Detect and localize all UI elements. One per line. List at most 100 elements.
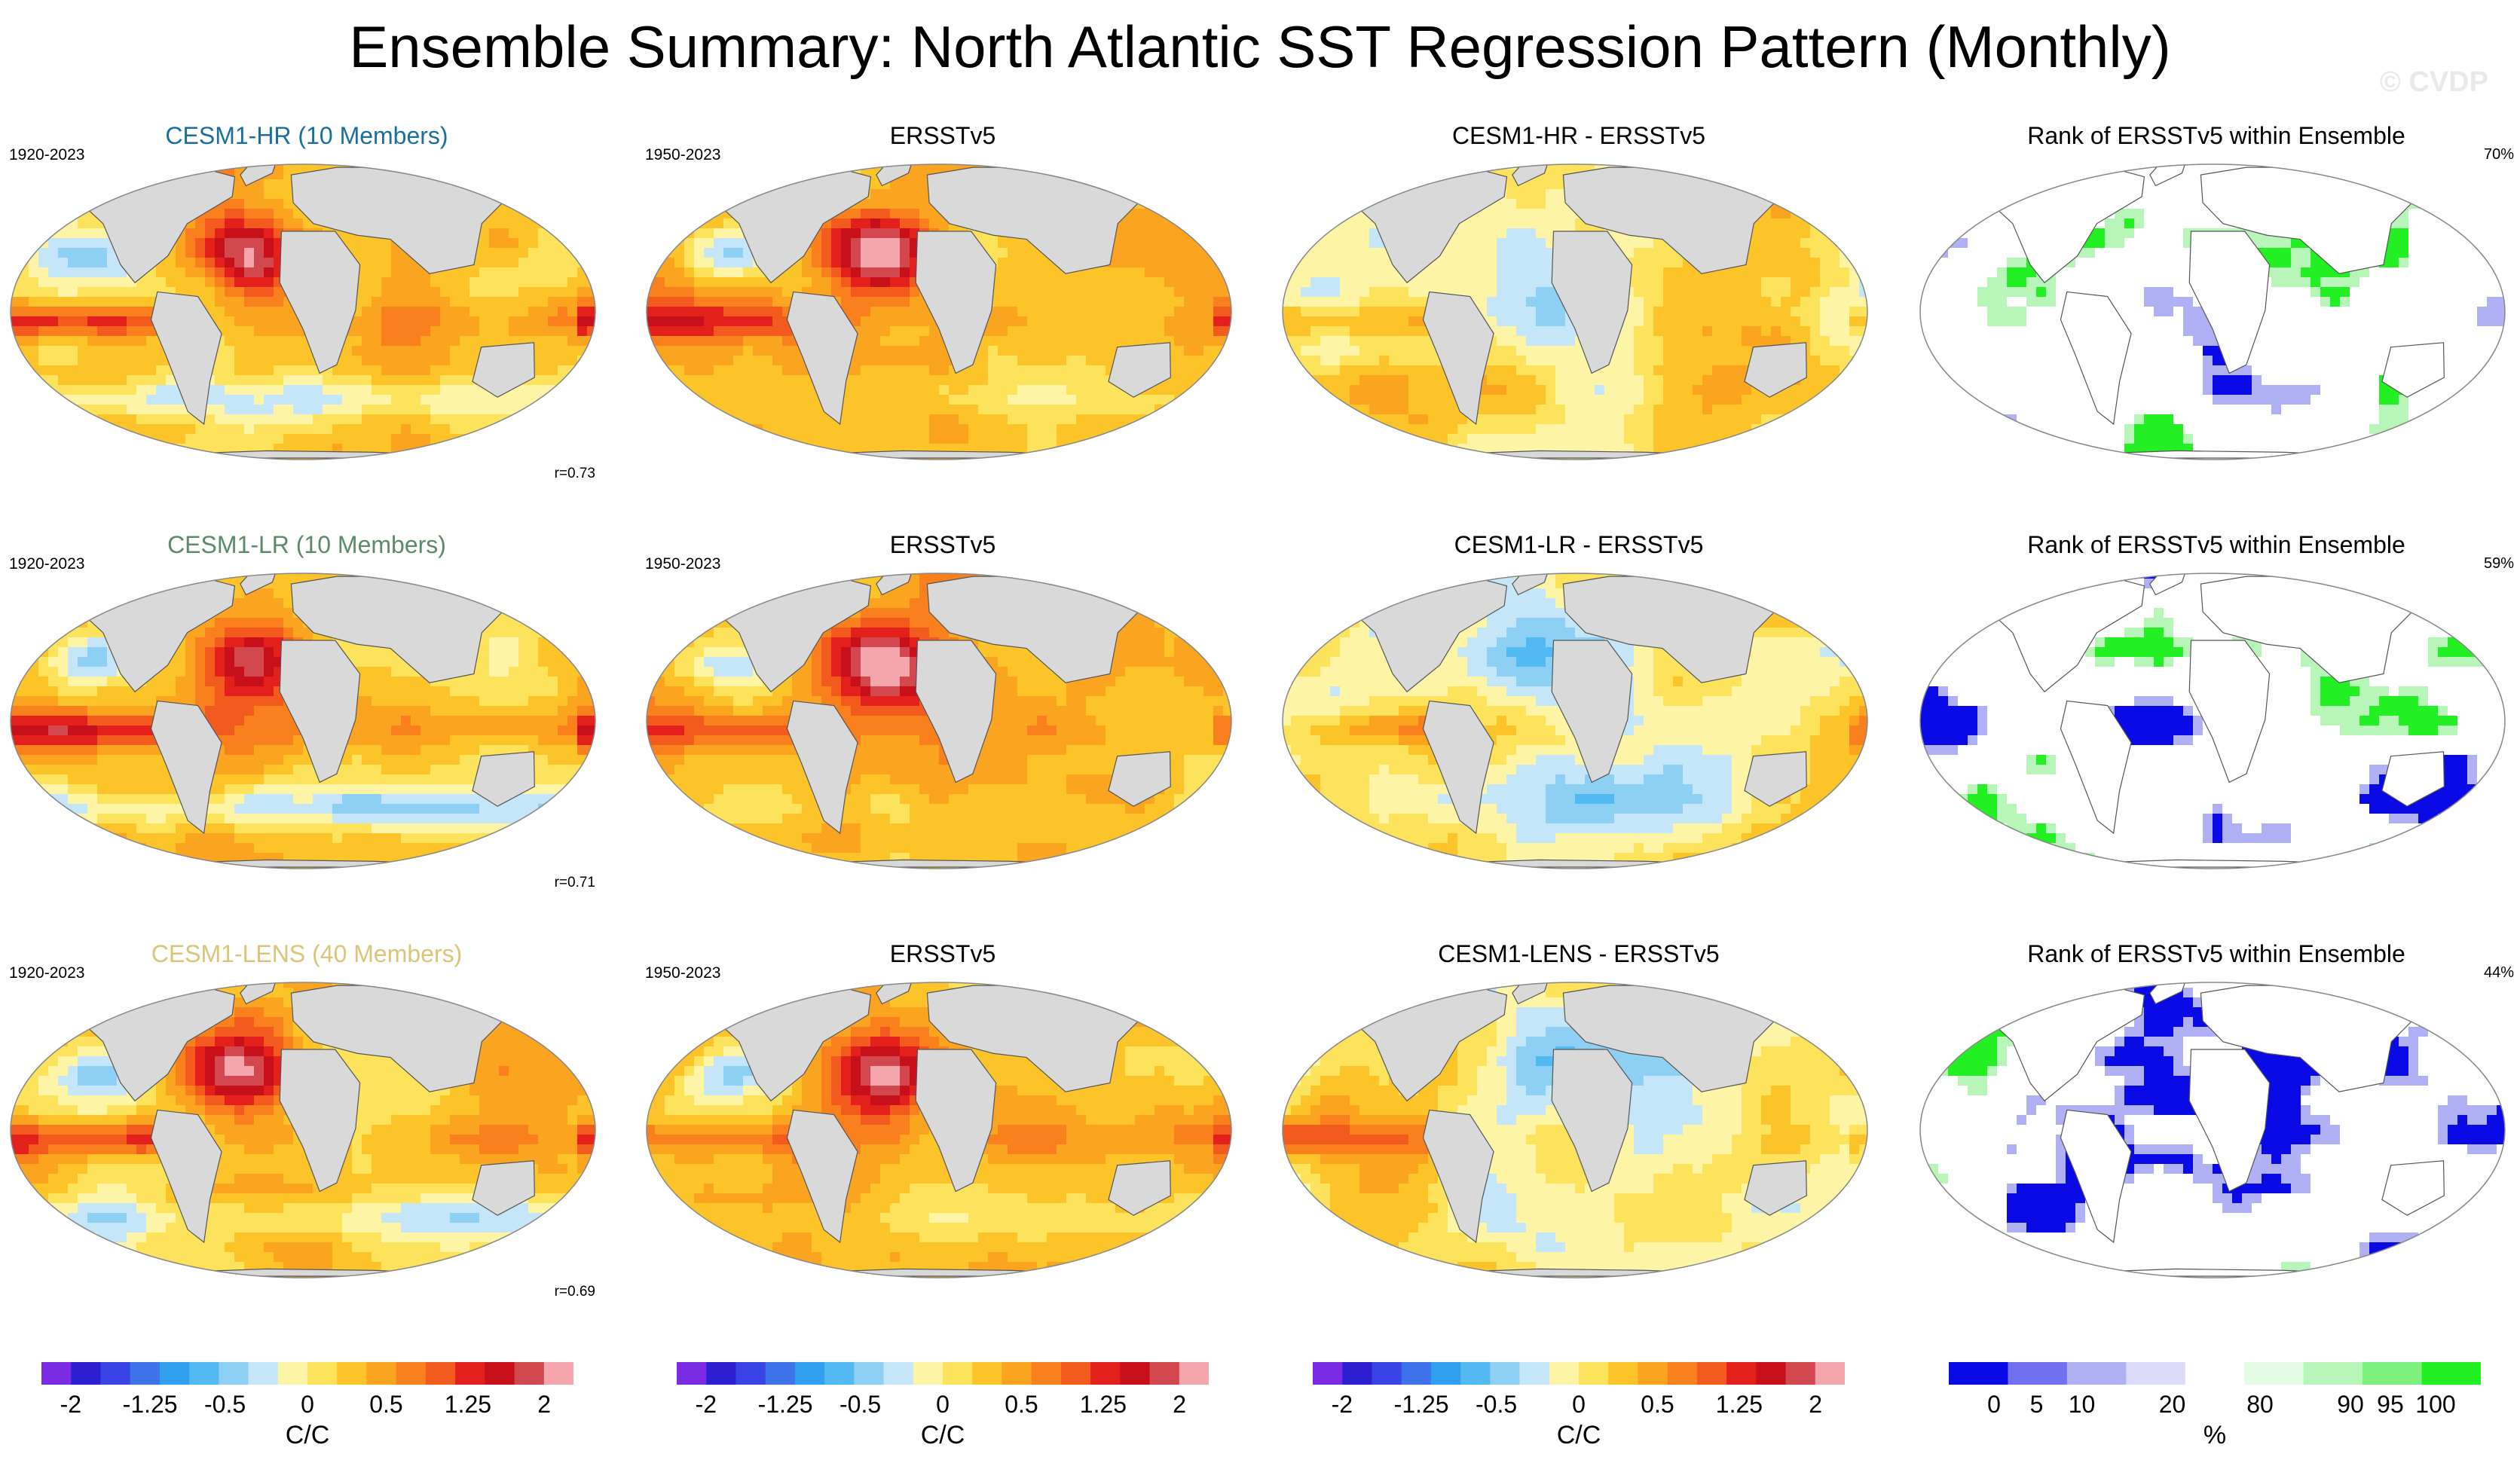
continent-outline <box>786 1109 858 1244</box>
continent-outline <box>150 1109 222 1244</box>
colorbar-tick-label: 80 <box>2237 1391 2283 1419</box>
continent-outline <box>1108 342 1171 398</box>
colorbar-swatch <box>277 1362 308 1385</box>
colorbar-swatch <box>1060 1362 1091 1385</box>
colorbar-swatch <box>1949 1362 2008 1385</box>
rank-percent: 59% <box>2484 555 2514 573</box>
map-border <box>1919 982 2506 1278</box>
projection-map <box>1282 573 1868 869</box>
continent-outline <box>2188 640 2271 783</box>
map-panel: CESM1-HR - ERSSTv5 <box>1281 121 1876 505</box>
colorbar-swatch <box>71 1362 101 1385</box>
map-panel: Rank of ERSSTv5 within Ensemble 59% <box>1919 530 2514 914</box>
colorbar-swatch <box>706 1362 736 1385</box>
continent-outline <box>786 291 858 426</box>
figure-title: Ensemble Summary: North Atlantic SST Reg… <box>0 11 2520 83</box>
colorbar-unit: C/C <box>898 1421 988 1450</box>
colorbar-swatch <box>1638 1362 1668 1385</box>
panel-title: CESM1-HR (10 Members) <box>9 121 604 151</box>
colorbar-swatch <box>219 1362 249 1385</box>
map-panel: CESM1-LENS - ERSSTv5 <box>1281 939 1876 1323</box>
colorbar-swatch <box>485 1362 515 1385</box>
rank-percent: 44% <box>2484 964 2514 982</box>
colorbar-swatch <box>972 1362 1002 1385</box>
colorbar-tick-label: -0.5 <box>1474 1391 1519 1419</box>
colorbar-tick-label: 20 <box>2150 1391 2195 1419</box>
colorbar-tick-label: -0.5 <box>838 1391 883 1419</box>
colorbar-swatch <box>2066 1362 2127 1385</box>
colorbar-swatch <box>677 1362 707 1385</box>
colorbar-swatch <box>1430 1362 1461 1385</box>
projection-map <box>646 163 1232 460</box>
colorbar-tick-label: 1.25 <box>445 1391 491 1419</box>
map-panel: ERSSTv5 1950-2023 <box>645 939 1240 1323</box>
panel-period: 1950-2023 <box>645 555 720 573</box>
panel-title: ERSSTv5 <box>645 530 1240 560</box>
continent-outline <box>2381 1160 2445 1216</box>
colorbar-tick-label: -2 <box>684 1391 729 1419</box>
panel-period: 1920-2023 <box>9 555 84 573</box>
colorbar-swatch <box>1815 1362 1846 1385</box>
projection-map <box>1282 163 1868 460</box>
colorbar-unit: C/C <box>1534 1421 1624 1450</box>
colorbar-swatch <box>2421 1362 2482 1385</box>
colorbar-swatch <box>1460 1362 1491 1385</box>
colorbar-swatch <box>130 1362 161 1385</box>
colorbar-swatch <box>1696 1362 1727 1385</box>
colorbar-tick-label: 0 <box>920 1391 965 1419</box>
continent-outline <box>1551 231 1633 374</box>
colorbar-swatch <box>1490 1362 1521 1385</box>
colorbar-swatch <box>2244 1362 2304 1385</box>
continent-outline <box>2381 751 2445 807</box>
continent-outline <box>1108 1160 1171 1216</box>
colorbar-swatch <box>824 1362 855 1385</box>
colorbar-swatch <box>943 1362 973 1385</box>
panel-title: Rank of ERSSTv5 within Ensemble <box>1919 939 2514 969</box>
colorbar <box>41 1362 574 1385</box>
map-border <box>1919 163 2506 460</box>
colorbar-tick-label: 1.25 <box>1716 1391 1763 1419</box>
continent-outline <box>915 231 997 374</box>
colorbar-swatch <box>1579 1362 1609 1385</box>
continent-outline <box>1108 751 1171 807</box>
panel-title: CESM1-LR (10 Members) <box>9 530 604 560</box>
continent-outline <box>1744 342 1807 398</box>
map-panel: ERSSTv5 1950-2023 <box>645 121 1240 505</box>
colorbar-swatch <box>1667 1362 1698 1385</box>
colorbar-tick-label: -1.25 <box>758 1391 813 1419</box>
colorbar-swatch <box>159 1362 190 1385</box>
map-border <box>1282 982 1868 1278</box>
colorbar-tick-label: 2 <box>1793 1391 1838 1419</box>
continent-outline <box>786 700 858 835</box>
map-border <box>1282 573 1868 869</box>
continent-outline <box>915 640 997 783</box>
projection-map <box>646 982 1232 1278</box>
colorbar-swatch <box>1372 1362 1402 1385</box>
map-panel: Rank of ERSSTv5 within Ensemble 44% <box>1919 939 2514 1323</box>
pattern-correlation: r=0.69 <box>555 1284 595 1300</box>
continent-outline <box>1551 640 1633 783</box>
map-border <box>1919 573 2506 869</box>
colorbar-tick-label: 0.5 <box>999 1391 1044 1419</box>
colorbar-swatch <box>1401 1362 1432 1385</box>
colorbar-swatch <box>2185 1362 2245 1385</box>
rank-percent: 70% <box>2484 146 2514 163</box>
colorbar-swatch <box>1031 1362 1062 1385</box>
colorbar-tick-label: 0 <box>1971 1391 2017 1419</box>
colorbar-swatch <box>1785 1362 1816 1385</box>
continent-outline <box>472 342 535 398</box>
colorbar-swatch <box>2126 1362 2186 1385</box>
continent-outline <box>1744 751 1807 807</box>
map-border <box>646 982 1232 1278</box>
colorbar-swatch <box>2362 1362 2423 1385</box>
colorbar-swatch <box>1313 1362 1343 1385</box>
projection-map <box>1919 982 2506 1278</box>
panel-title: CESM1-LENS (40 Members) <box>9 939 604 969</box>
colorbar-swatch <box>543 1362 574 1385</box>
map-border <box>10 163 596 460</box>
colorbar-swatch <box>794 1362 825 1385</box>
continent-outline <box>2188 1049 2271 1193</box>
colorbar-swatch <box>189 1362 219 1385</box>
colorbar-swatch <box>307 1362 338 1385</box>
continent-outline <box>2188 231 2271 374</box>
